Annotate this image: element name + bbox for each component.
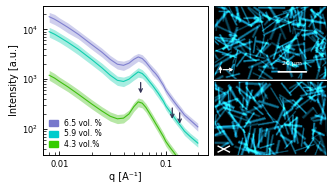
Text: 20 μm: 20 μm (282, 61, 302, 66)
Y-axis label: Intensity [a.u.]: Intensity [a.u.] (9, 44, 19, 116)
X-axis label: q [A⁻¹]: q [A⁻¹] (109, 172, 142, 182)
Legend: 6.5 vol. %, 5.9 vol. %, 4.3 vol.%: 6.5 vol. %, 5.9 vol. %, 4.3 vol.% (47, 117, 105, 151)
